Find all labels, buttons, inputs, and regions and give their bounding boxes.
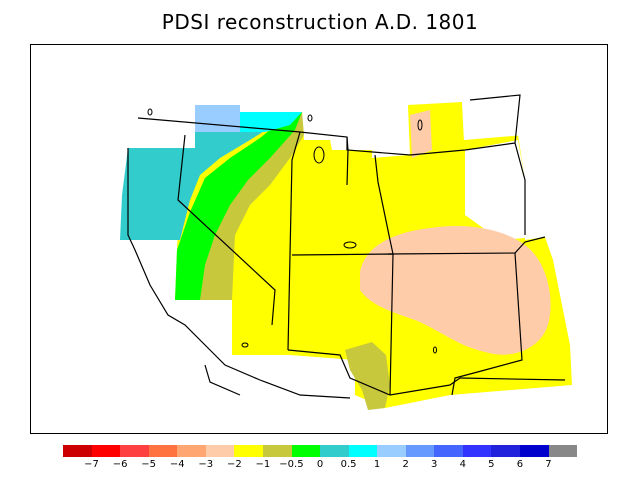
map-title: PDSI reconstruction A.D. 1801	[161, 10, 479, 34]
colorbar-tick-label: 0	[316, 459, 324, 470]
colorbar-swatch	[377, 445, 406, 457]
colorbar-swatch	[262, 445, 292, 457]
colorbar-tick-label: 3	[431, 459, 438, 470]
colorbar-tick-label: −3	[198, 459, 214, 470]
state-boundaries	[127, 94, 566, 399]
colorbar-swatch	[234, 445, 263, 457]
map-frame	[30, 44, 608, 434]
colorbar-tick-label: 4	[459, 459, 466, 470]
colorbar-swatch	[91, 445, 121, 457]
colorbar-swatch	[291, 445, 321, 457]
colorbar-tick-label: 7	[545, 459, 552, 470]
colorbar-swatch	[63, 445, 92, 457]
region-tan-north	[410, 110, 432, 158]
colorbar-swatch	[148, 445, 178, 457]
lakes	[147, 108, 437, 354]
region-tan-central	[360, 225, 551, 355]
colorbar-tick-label: −1	[255, 459, 271, 470]
colorbar-tick-label: −4	[169, 459, 185, 470]
region-lightblue	[195, 105, 240, 132]
colorbar-tick-label: 2	[402, 459, 409, 470]
region-blank-north-plains	[462, 100, 525, 140]
colorbar-swatch	[348, 445, 378, 457]
colorbar-swatch	[177, 445, 206, 457]
colorbar-tick-label: −2	[226, 459, 242, 470]
colorbar-tick-label: 1	[373, 459, 381, 470]
region-blank-wyoming	[304, 112, 348, 140]
colorbar-tick-label: −7	[84, 459, 99, 470]
colorbar-swatch	[548, 445, 578, 457]
region-blank-dakotas	[465, 140, 525, 240]
colorbar-swatch	[434, 445, 463, 457]
region-olive-band	[195, 112, 304, 300]
colorbar-tick-label: −6	[112, 459, 128, 470]
region-blank-montana	[348, 112, 408, 150]
region-olive-south	[345, 342, 390, 410]
colorbar-tick-label: 6	[516, 459, 524, 470]
colorbar-swatch	[205, 445, 235, 457]
colorbar-swatch	[120, 445, 149, 457]
colorbar-tick-label: −5	[141, 459, 157, 470]
colorbar-swatch	[405, 445, 435, 457]
region-green-band	[175, 112, 302, 300]
colorbar-swatch	[320, 445, 349, 457]
colorbar	[63, 445, 578, 457]
colorbar-tick-label: 0.5	[340, 459, 357, 470]
colorbar-swatch	[520, 445, 549, 457]
colorbar-tick-label: −0.5	[279, 459, 304, 470]
colorbar-tick-label: 5	[488, 459, 495, 470]
colorbar-swatch	[462, 445, 492, 457]
colorbar-swatch	[491, 445, 520, 457]
region-teal-northwest	[120, 112, 300, 240]
region-cyan	[235, 112, 302, 132]
